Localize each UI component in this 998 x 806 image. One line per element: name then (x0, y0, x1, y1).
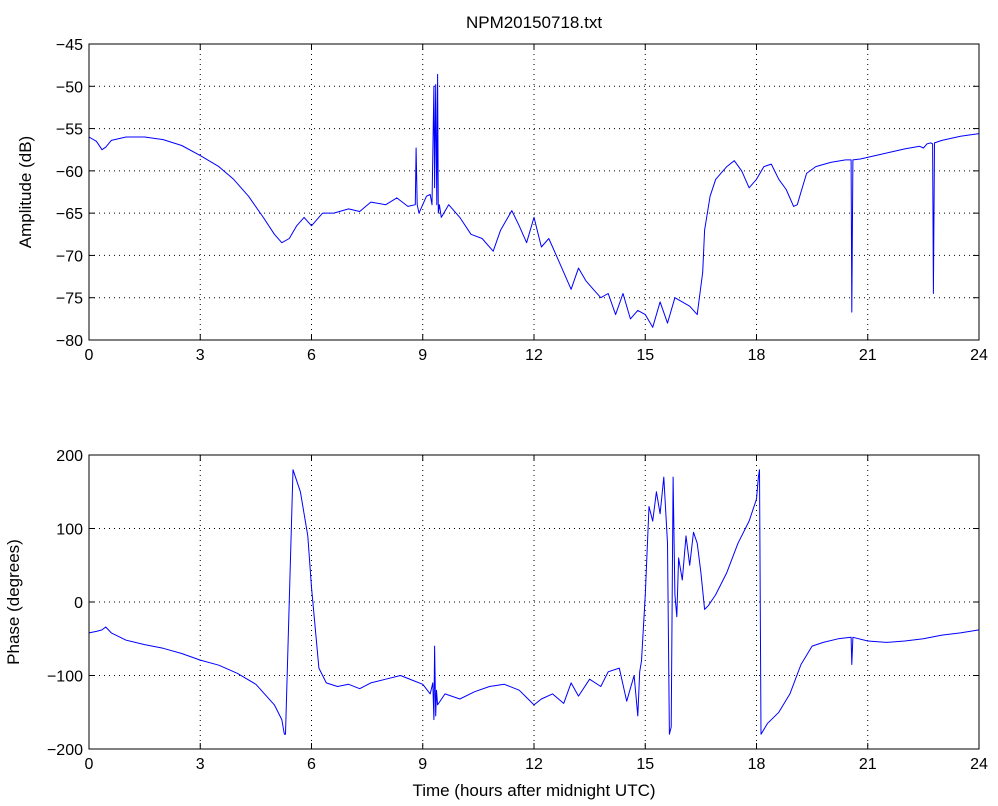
amplitude-x-tick-label: 3 (196, 347, 205, 364)
amplitude-x-tick-label: 21 (859, 347, 877, 364)
amplitude-y-tick-label: −70 (56, 248, 83, 265)
amplitude-x-tick-label: 15 (636, 347, 654, 364)
amplitude-x-tick-label: 18 (748, 347, 766, 364)
amplitude-x-tick-label: 9 (418, 347, 427, 364)
amplitude-x-tick-label: 0 (85, 347, 94, 364)
phase-y-tick-label: 0 (74, 595, 83, 612)
phase-chart: 0 3 6 9 12 15 18 21 24 −200 −100 0 100 200 Phase (degr… (4, 448, 988, 800)
amplitude-y-tick-label: −50 (56, 79, 83, 96)
amplitude-y-tick-label: −45 (56, 37, 83, 54)
phase-y-tick-label: 200 (56, 448, 83, 465)
phase-x-tick-label: 21 (859, 756, 877, 773)
phase-x-axis-label: Time (hours after midnight UTC) (412, 781, 655, 800)
phase-x-tick-label: 0 (85, 756, 94, 773)
amplitude-y-tick-label: −75 (56, 291, 83, 308)
amplitude-y-tick-label: −60 (56, 164, 83, 181)
phase-x-tick-label: 9 (418, 756, 427, 773)
amplitude-y-tick-label: −65 (56, 206, 83, 223)
amplitude-x-tick-label: 12 (525, 347, 543, 364)
phase-x-tick-label: 3 (196, 756, 205, 773)
phase-y-tick-label: −100 (47, 669, 83, 686)
phase-y-axis-label: Phase (degrees) (4, 539, 23, 665)
figure-title: NPM20150718.txt (466, 13, 602, 32)
amplitude-chart: 0 3 6 9 12 15 18 21 24 −80 −75 −70 −65 −60 −55 −50 −45 Am… (16, 37, 988, 364)
phase-x-tick-label: 6 (307, 756, 316, 773)
amplitude-y-tick-label: −55 (56, 122, 83, 139)
phase-series-line (88, 469, 980, 735)
amplitude-x-tick-label: 6 (307, 347, 316, 364)
phase-x-tick-label: 24 (970, 756, 988, 773)
phase-y-tick-label: 100 (56, 522, 83, 539)
phase-x-tick-label: 15 (636, 756, 654, 773)
phase-x-tick-label: 18 (748, 756, 766, 773)
phase-x-tick-label: 12 (525, 756, 543, 773)
amplitude-series-line (88, 73, 980, 328)
amplitude-y-axis-label: Amplitude (dB) (16, 136, 35, 248)
amplitude-y-tick-label: −80 (56, 333, 83, 350)
phase-y-tick-label: −200 (47, 742, 83, 759)
amplitude-x-tick-label: 24 (970, 347, 988, 364)
